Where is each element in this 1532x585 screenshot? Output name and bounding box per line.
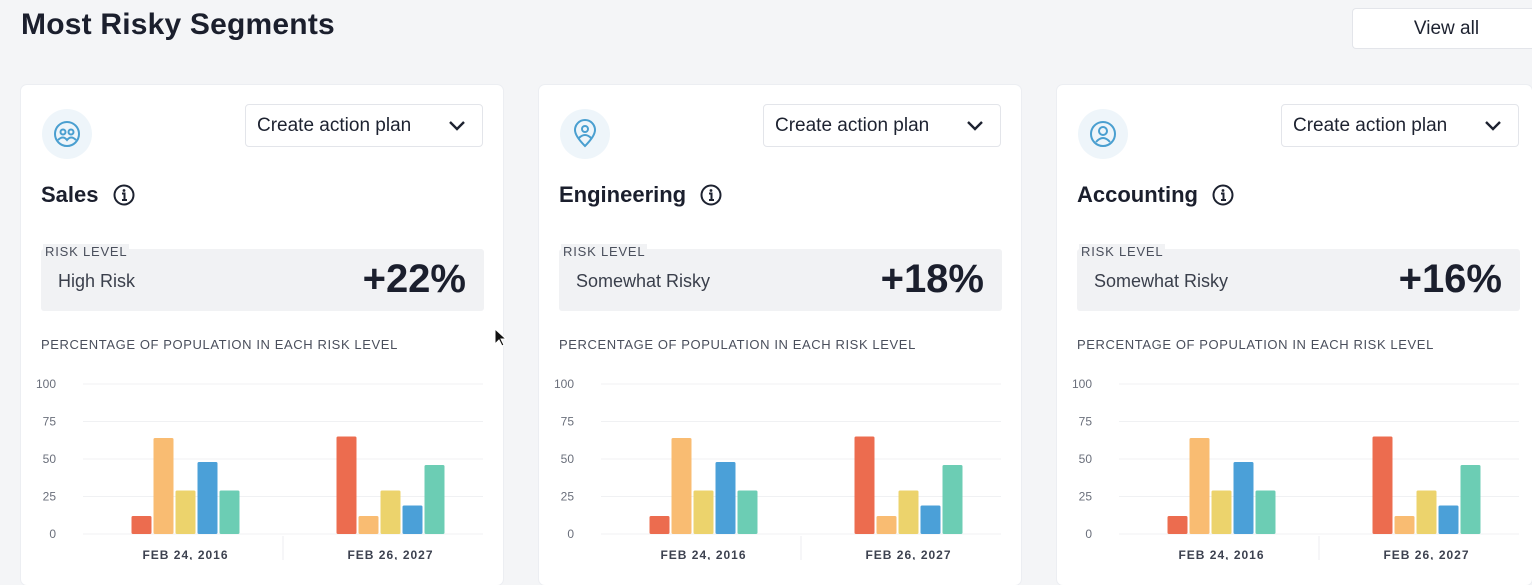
create-action-plan-dropdown[interactable]: Create action plan [1281, 104, 1519, 147]
segment-name: Engineering [559, 182, 687, 207]
bar [358, 516, 379, 534]
segment-title: Sales [41, 182, 135, 208]
y-tick-label: 25 [1079, 490, 1093, 504]
chevron-down-icon [967, 120, 983, 131]
y-tick-label: 0 [567, 527, 574, 541]
y-tick-label: 25 [561, 490, 575, 504]
bar [693, 490, 714, 534]
bar [1372, 436, 1393, 534]
bar [1233, 462, 1254, 534]
user-circle-icon [1078, 109, 1128, 159]
risk-level-value: Somewhat Risky [1094, 271, 1229, 291]
y-tick-label: 50 [43, 452, 57, 466]
bar [402, 505, 423, 534]
y-tick-label: 100 [1072, 377, 1092, 391]
create-action-plan-dropdown[interactable]: Create action plan [245, 104, 483, 147]
segment-title: Engineering [559, 182, 722, 208]
y-tick-label: 0 [1085, 527, 1092, 541]
risk-level-value: Somewhat Risky [576, 271, 711, 291]
bar [1438, 505, 1459, 534]
bar [1167, 516, 1188, 534]
y-tick-label: 75 [1079, 415, 1093, 429]
risk-level-value: High Risk [58, 271, 136, 291]
bar [671, 438, 692, 534]
dropdown-label: Create action plan [257, 114, 412, 136]
segment-card-accounting: Create action plan Accounting Somewhat R… [1057, 85, 1532, 585]
bar [197, 462, 218, 534]
x-tick-label: FEB 26, 2027 [865, 548, 951, 560]
y-tick-label: 50 [1079, 452, 1093, 466]
bar [380, 490, 401, 534]
risk-level-caption: RISK LEVEL [1079, 244, 1166, 259]
bar [1211, 490, 1232, 534]
location-pin-icon [560, 109, 610, 159]
team-icon [42, 109, 92, 159]
view-all-button[interactable]: View all [1352, 8, 1532, 49]
risk-level-box: Somewhat Risky +16% [1077, 249, 1520, 311]
info-icon[interactable] [1212, 184, 1234, 206]
bar [175, 490, 196, 534]
bar [1394, 516, 1415, 534]
chevron-down-icon [449, 120, 465, 131]
y-tick-label: 100 [36, 377, 56, 391]
mouse-cursor-icon [494, 328, 508, 347]
risk-level-caption: RISK LEVEL [561, 244, 648, 259]
chart-caption: PERCENTAGE OF POPULATION IN EACH RISK LE… [1077, 337, 1434, 352]
dropdown-label: Create action plan [775, 114, 930, 136]
y-tick-label: 50 [561, 452, 575, 466]
chart-caption: PERCENTAGE OF POPULATION IN EACH RISK LE… [559, 337, 916, 352]
page-title: Most Risky Segments [21, 8, 335, 41]
bar [649, 516, 670, 534]
x-tick-label: FEB 24, 2016 [660, 548, 746, 560]
risk-change-percent: +22% [362, 257, 466, 301]
bar [737, 490, 758, 534]
segment-title: Accounting [1077, 182, 1234, 208]
y-tick-label: 100 [554, 377, 574, 391]
bar [854, 436, 875, 534]
segment-name: Sales [41, 182, 99, 207]
bar [336, 436, 357, 534]
x-tick-label: FEB 26, 2027 [1383, 548, 1469, 560]
x-tick-label: FEB 24, 2016 [142, 548, 228, 560]
bar [898, 490, 919, 534]
risk-change-percent: +16% [1398, 257, 1502, 301]
chevron-down-icon [1485, 120, 1501, 131]
y-tick-label: 0 [49, 527, 56, 541]
bar [876, 516, 897, 534]
x-tick-label: FEB 26, 2027 [347, 548, 433, 560]
risk-bar-chart: 100 75 50 25 0 FEB 24, 2016 FEB 26, 2027 [36, 377, 483, 560]
risk-bar-chart: 100 75 50 25 0 FEB 24, 2016 FEB 26, 2027 [554, 377, 1001, 560]
segment-name: Accounting [1077, 182, 1198, 207]
chart-caption: PERCENTAGE OF POPULATION IN EACH RISK LE… [41, 337, 398, 352]
bar [1460, 465, 1481, 534]
y-tick-label: 25 [43, 490, 57, 504]
segment-card-sales: Create action plan Sales High Risk +22% … [21, 85, 503, 585]
bar [715, 462, 736, 534]
risk-change-percent: +18% [880, 257, 984, 301]
risk-bar-chart: 100 75 50 25 0 FEB 24, 2016 FEB 26, 2027 [1072, 377, 1519, 560]
create-action-plan-dropdown[interactable]: Create action plan [763, 104, 1001, 147]
risk-level-box: High Risk +22% [41, 249, 484, 311]
bar [1416, 490, 1437, 534]
y-tick-label: 75 [43, 415, 57, 429]
bar [1255, 490, 1276, 534]
info-icon[interactable] [700, 184, 722, 206]
dropdown-label: Create action plan [1293, 114, 1448, 136]
info-icon[interactable] [113, 184, 135, 206]
segment-card-engineering: Create action plan Engineering Somewhat … [539, 85, 1021, 585]
bar [424, 465, 445, 534]
bar [1189, 438, 1210, 534]
bar [153, 438, 174, 534]
bar [219, 490, 240, 534]
y-tick-label: 75 [561, 415, 575, 429]
risk-level-box: Somewhat Risky +18% [559, 249, 1002, 311]
bar [131, 516, 152, 534]
x-tick-label: FEB 24, 2016 [1178, 548, 1264, 560]
risk-level-caption: RISK LEVEL [43, 244, 130, 259]
bar [942, 465, 963, 534]
bar [920, 505, 941, 534]
